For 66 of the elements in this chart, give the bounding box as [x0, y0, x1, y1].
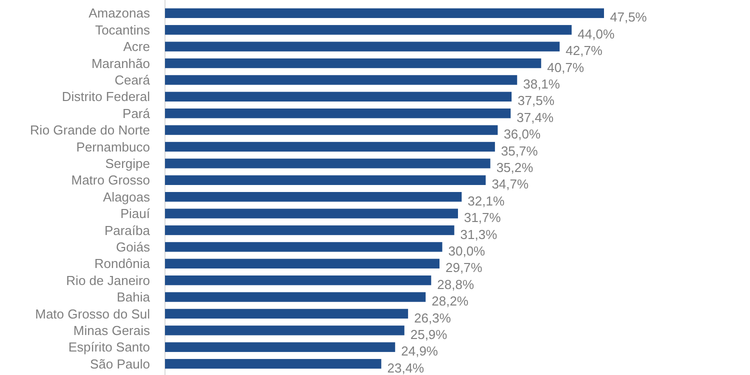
y-tick-label: Alagoas	[103, 189, 150, 204]
data-label: 36,0%	[504, 126, 542, 142]
bar	[165, 292, 426, 302]
data-label: 38,1%	[523, 76, 560, 92]
data-label: 37,5%	[518, 93, 555, 108]
bar	[165, 208, 458, 218]
y-tick-label: Minas Gerais	[73, 322, 150, 338]
y-tick-label: Bahia	[116, 290, 151, 305]
y-tick-label: Pernambuco	[76, 139, 150, 154]
bar	[165, 8, 604, 18]
bar	[165, 158, 490, 168]
data-label: 42,7%	[566, 43, 603, 58]
y-tick-label: Pará	[122, 106, 151, 121]
data-label: 26,3%	[414, 310, 452, 326]
data-label: 35,2%	[496, 160, 534, 176]
bar	[165, 308, 408, 319]
y-tick-label: Paraíba	[104, 222, 151, 238]
bar	[165, 258, 440, 268]
data-label: 29,7%	[445, 260, 483, 276]
bar	[165, 108, 511, 118]
y-tick-label: Acre	[123, 39, 150, 54]
y-tick-label: Sergipe	[105, 156, 150, 172]
y-tick-label: Rio de Janeiro	[66, 272, 150, 288]
bar	[165, 175, 486, 185]
y-tick-label: Amazonas	[88, 6, 150, 21]
bar	[165, 125, 498, 135]
data-label: 31,7%	[464, 210, 502, 226]
data-label: 47,5%	[610, 10, 648, 25]
y-tick-label: Goiás	[116, 239, 150, 254]
data-label: 28,2%	[432, 294, 469, 309]
y-tick-label: São Paulo	[90, 356, 150, 372]
data-label: 23,4%	[387, 360, 425, 375]
data-label: 44,0%	[578, 26, 615, 42]
y-tick-label: Mato Grosso do Sul	[35, 306, 150, 322]
y-tick-label: Rondônia	[94, 256, 151, 272]
bar	[165, 92, 512, 102]
y-tick-label: Espírito Santo	[68, 340, 150, 355]
bar	[165, 25, 572, 35]
bar	[165, 275, 432, 286]
data-label: 32,1%	[468, 193, 505, 208]
data-label: 31,3%	[460, 226, 498, 242]
y-tick-label: Distrito Federal	[62, 89, 150, 104]
data-label: 25,9%	[410, 326, 448, 342]
bar	[165, 358, 382, 369]
y-tick-label: Tocantins	[95, 22, 150, 38]
y-tick-label: Piauí	[120, 206, 150, 222]
data-label: 28,8%	[437, 276, 474, 292]
bar	[165, 326, 404, 336]
y-tick-label: Ceará	[114, 72, 151, 88]
bar	[165, 75, 518, 85]
bar	[165, 58, 542, 68]
data-label: 30,0%	[448, 243, 486, 258]
bar	[165, 192, 462, 202]
data-label: 34,7%	[492, 176, 530, 192]
bar	[165, 342, 396, 352]
data-label: 35,7%	[500, 143, 538, 158]
y-tick-label: Rio Grande do Norte	[30, 122, 150, 138]
bar	[165, 225, 454, 236]
y-tick-label: Maranhão	[91, 56, 150, 71]
bar	[165, 242, 442, 252]
bar	[165, 42, 560, 52]
data-label: 40,7%	[547, 60, 584, 75]
bar	[165, 142, 495, 152]
data-label: 24,9%	[401, 344, 438, 359]
y-tick-label: Matro Grosso	[71, 172, 150, 188]
data-label: 37,4%	[516, 110, 554, 125]
